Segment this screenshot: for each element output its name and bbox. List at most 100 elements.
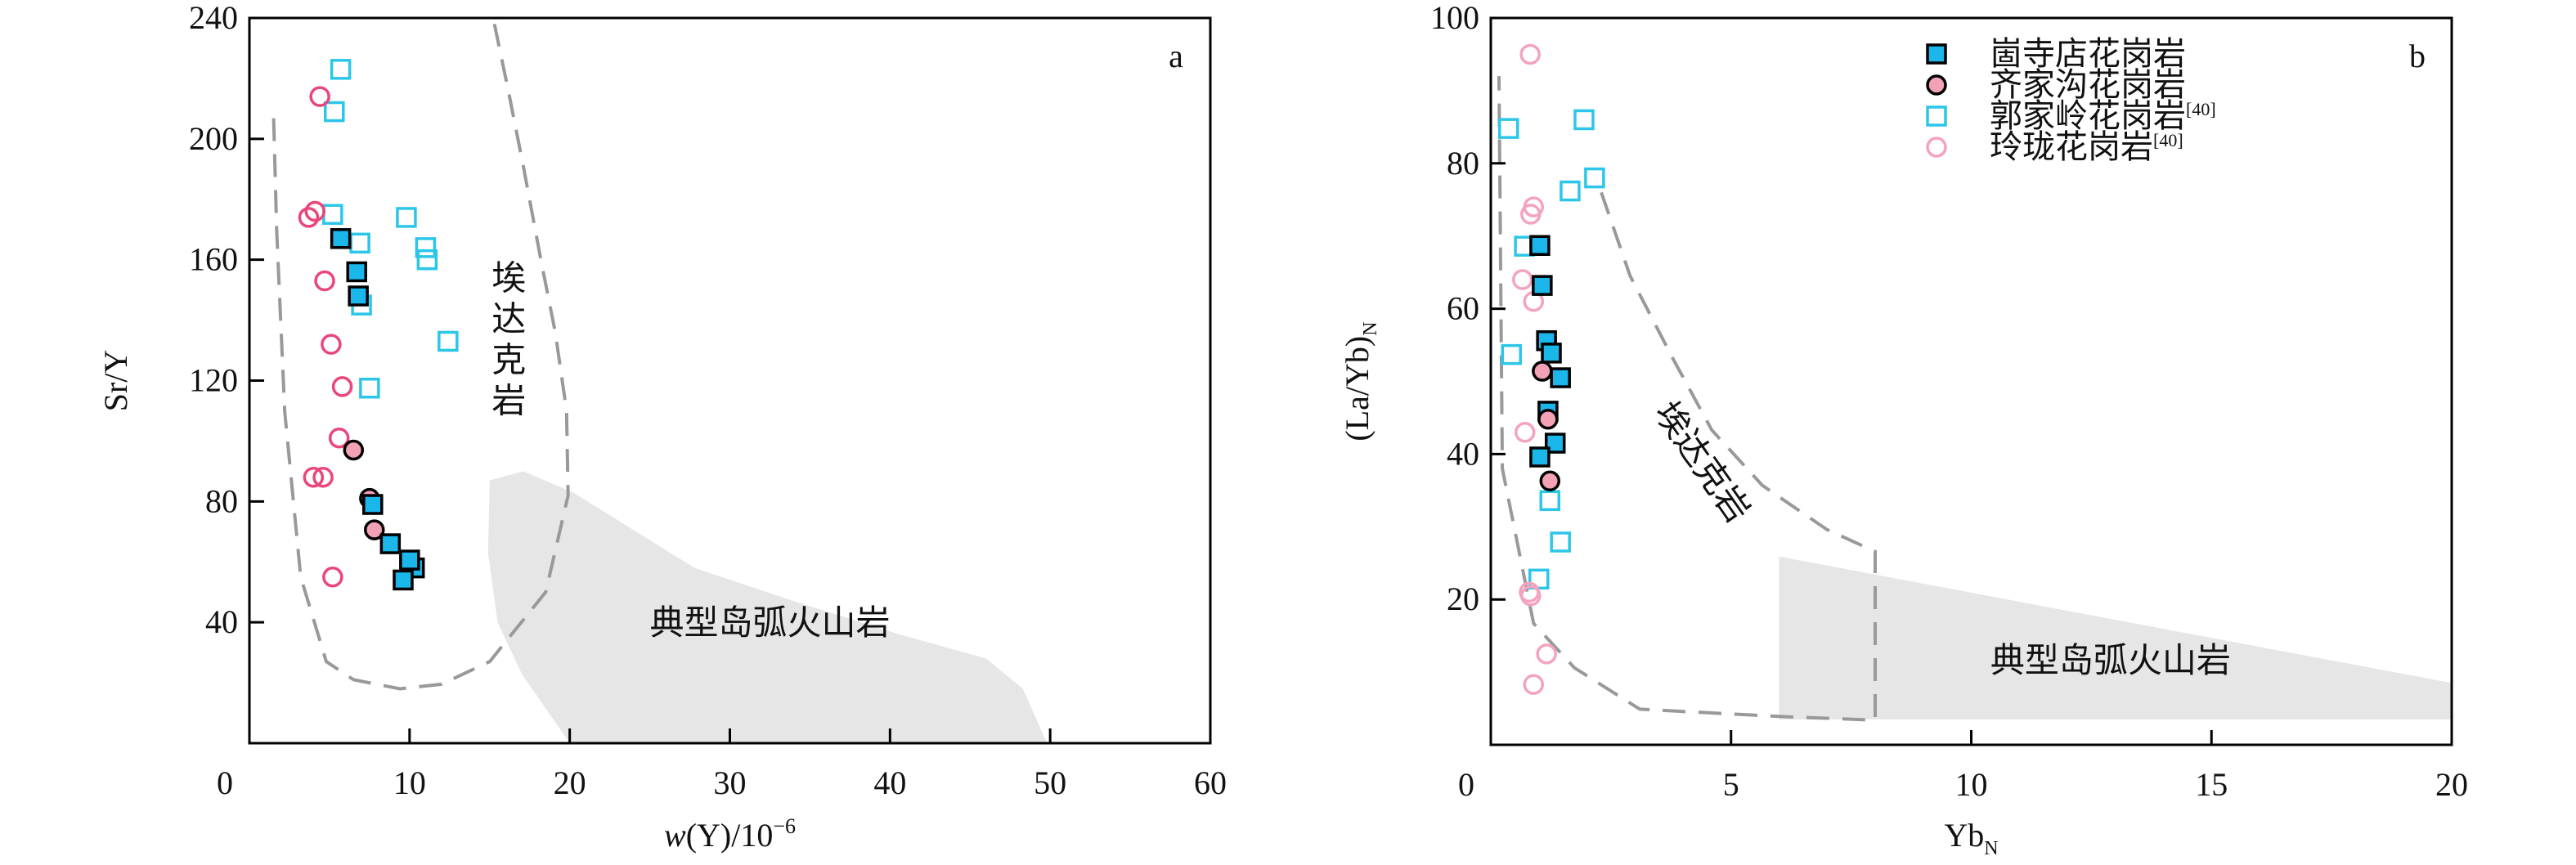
legend-label-text: 齐家沟花岗岩 — [1990, 66, 2186, 103]
legend-marker — [1926, 137, 1947, 158]
panel-label: b — [2409, 38, 2426, 74]
data-point — [359, 377, 380, 399]
data-point — [1532, 361, 1553, 382]
data-point — [1544, 432, 1566, 454]
data-point — [362, 494, 384, 515]
data-point — [348, 285, 369, 307]
arc-volcanic-field — [1779, 556, 2452, 719]
legend-marker — [1926, 74, 1947, 96]
data-point — [298, 207, 320, 228]
y-axis-label-sub: N — [1360, 321, 1381, 335]
data-point — [312, 467, 334, 488]
data-point — [396, 207, 417, 228]
legend-label: 玲珑花岗岩[40] — [1990, 128, 2183, 165]
data-point — [343, 439, 365, 461]
data-point — [364, 519, 385, 540]
data-point — [1550, 367, 1571, 388]
data-point — [1573, 109, 1595, 131]
data-point — [1529, 235, 1551, 257]
data-point — [346, 261, 367, 283]
data-point — [1501, 343, 1523, 365]
data-point — [1520, 585, 1542, 607]
data-point — [314, 270, 335, 292]
legend-label-text: 郭家岭花岗岩 — [1990, 97, 2186, 134]
series-filled-square — [1529, 235, 1571, 468]
data-point — [1520, 204, 1542, 225]
data-point — [304, 200, 326, 222]
x-axis-label-text: (Y)/10 — [686, 817, 774, 854]
y-tick-label: 200 — [189, 120, 238, 157]
panel-label: a — [1169, 38, 1183, 74]
x-axis-label-italic: w — [664, 817, 686, 854]
data-point — [1523, 674, 1545, 695]
data-point — [1497, 118, 1519, 139]
data-point — [1560, 180, 1581, 202]
data-point — [1532, 275, 1553, 296]
x-tick-label: 5 — [1723, 766, 1739, 803]
data-point — [1537, 408, 1559, 430]
data-point — [1512, 269, 1533, 290]
adakite-field-boundary — [272, 23, 570, 691]
data-point — [1519, 43, 1541, 65]
data-point — [1528, 568, 1550, 590]
y-tick-label: 120 — [189, 362, 238, 399]
chart-panel-a: 0 10 20 30 40 50 60 40 80 120 160 200 240 w(Y)/10−6 Sr… — [97, 0, 1227, 854]
series-filled-square — [330, 228, 425, 591]
data-point — [415, 237, 437, 258]
chart-panel-b: 0 5 10 15 2020406080100YbN(La/Yb)Nb埃达克岩典型岛弧火… — [1339, 0, 2468, 859]
data-point — [331, 376, 353, 397]
series-filled-circle — [343, 439, 385, 540]
x-tick-label: 20 — [554, 764, 586, 801]
y-tick-label: 100 — [1430, 0, 1479, 36]
arc-volcanic-label: 典型岛弧火山岩 — [649, 604, 890, 643]
x-axis-label-sup: −6 — [773, 814, 796, 838]
y-tick-label: 80 — [205, 482, 238, 519]
legend-marker — [1926, 43, 1947, 65]
data-point — [1514, 421, 1536, 443]
data-point — [328, 427, 350, 449]
y-tick-label: 80 — [1447, 145, 1479, 182]
legend-label: 崮寺店花岗岩 — [1990, 35, 2186, 72]
y-tick-label: 20 — [1447, 580, 1479, 617]
legend-label: 齐家沟花岗岩 — [1990, 66, 2186, 103]
x-tick-label: 0 — [217, 764, 233, 801]
y-tick-label: 240 — [189, 0, 238, 36]
x-axis-label-sub: N — [1984, 838, 1998, 859]
adakite-label-char: 克 — [491, 343, 526, 380]
legend-label-text: 崮寺店花岗岩 — [1990, 35, 2186, 72]
data-point — [322, 204, 343, 225]
data-point — [1529, 446, 1551, 468]
data-point — [416, 249, 438, 271]
y-axis-label-text: (La/Yb) — [1339, 336, 1376, 441]
data-point — [393, 569, 414, 591]
data-point — [349, 232, 370, 254]
y-axis-label: Sr/Y — [97, 350, 134, 412]
data-point — [1550, 531, 1571, 553]
series-filled-circle — [1532, 361, 1561, 492]
y-tick-label: 40 — [1447, 435, 1479, 472]
arc-volcanic-label: 典型岛弧火山岩 — [1990, 642, 2231, 680]
data-point — [379, 533, 402, 554]
arc-volcanic-field — [487, 471, 1048, 743]
x-tick-label: 40 — [873, 764, 906, 801]
x-tick-label: 10 — [393, 764, 426, 801]
series-open-circle — [298, 86, 353, 588]
x-tick-label: 15 — [2195, 766, 2228, 803]
data-point — [1584, 167, 1605, 189]
x-axis-label-text: Yb — [1944, 817, 1984, 854]
data-point — [1539, 470, 1561, 492]
x-tick-label: 60 — [1194, 764, 1227, 801]
x-tick-label: 50 — [1034, 764, 1066, 801]
data-point — [321, 334, 342, 355]
legend-label-ref: [40] — [2153, 130, 2183, 150]
adakite-label: 埃达克岩 — [491, 261, 526, 421]
data-point — [309, 86, 330, 107]
data-point — [438, 330, 459, 352]
adakite-label-char: 埃 — [491, 261, 526, 298]
legend-marker — [1926, 105, 1947, 127]
x-axis-label: w(Y)/10−6 — [664, 814, 796, 854]
adakite-label-char: 达 — [491, 302, 526, 339]
x-axis-label: YbN — [1944, 817, 1998, 859]
data-point — [1536, 643, 1557, 665]
